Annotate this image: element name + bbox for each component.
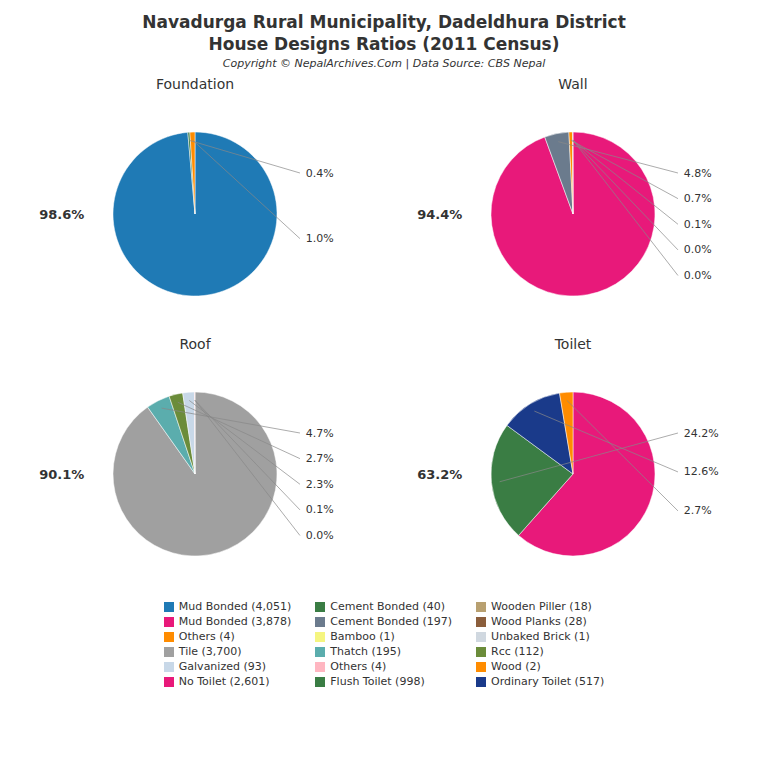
svg-text:1.0%: 1.0% <box>306 232 334 245</box>
svg-text:94.4%: 94.4% <box>417 207 462 222</box>
html-text:Wooden Piller (18): Wooden Piller (18) <box>491 600 592 613</box>
html-text:Cement Bonded (40): Cement Bonded (40) <box>330 600 446 613</box>
html-text:Rcc (112): Rcc (112) <box>491 645 544 658</box>
html-text:Others (4): Others (4) <box>178 630 235 643</box>
html-text:Roof: Roof <box>179 336 211 352</box>
html-text:Wood Planks (28): Wood Planks (28) <box>491 615 587 628</box>
html-text:Thatch (195): Thatch (195) <box>330 645 402 658</box>
html-text:Foundation: Foundation <box>155 76 235 92</box>
html-text:Toilet: Toilet <box>554 336 592 352</box>
svg-text:0.0%: 0.0% <box>306 529 334 542</box>
svg-text:90.1%: 90.1% <box>39 467 84 482</box>
html-text:Tile (3,700): Tile (3,700) <box>178 645 242 658</box>
svg-text:63.2%: 63.2% <box>417 467 462 482</box>
svg-text:2.7%: 2.7% <box>306 452 334 465</box>
html-text:Cement Bonded (197): Cement Bonded (197) <box>330 615 453 628</box>
svg-text:0.7%: 0.7% <box>684 192 712 205</box>
svg-text:24.2%: 24.2% <box>684 427 719 440</box>
svg-text:12.6%: 12.6% <box>684 465 719 478</box>
html-text:No Toilet (2,601): No Toilet (2,601) <box>178 675 270 688</box>
svg-text:0.0%: 0.0% <box>684 243 712 256</box>
html-text:Ordinary Toilet (517): Ordinary Toilet (517) <box>491 675 605 688</box>
html-text:Wall: Wall <box>558 76 588 92</box>
svg-text:0.1%: 0.1% <box>306 503 334 516</box>
svg-text:2.7%: 2.7% <box>684 504 712 517</box>
html-text:Bamboo (1): Bamboo (1) <box>330 630 395 643</box>
html-text:Galvanized (93): Galvanized (93) <box>178 660 266 673</box>
html-text:Navadurga Rural Municipality,: Navadurga Rural Municipality, Dadeldhura… <box>142 12 626 32</box>
svg-text:0.4%: 0.4% <box>306 167 334 180</box>
html-text:House Designs Ratios (2011 Cen: House Designs Ratios (2011 Census) <box>208 34 560 54</box>
svg-text:98.6%: 98.6% <box>39 207 84 222</box>
svg-text:0.1%: 0.1% <box>684 218 712 231</box>
html-text:Flush Toilet (998): Flush Toilet (998) <box>330 675 425 688</box>
html-text:Copyright © NepalArchives.Com: Copyright © NepalArchives.Com | Data Sou… <box>222 57 546 70</box>
html-text:Mud Bonded (4,051): Mud Bonded (4,051) <box>178 600 292 613</box>
html-text:Wood (2): Wood (2) <box>491 660 541 673</box>
svg-text:0.0%: 0.0% <box>684 269 712 282</box>
svg-text:4.7%: 4.7% <box>306 427 334 440</box>
svg-text:4.8%: 4.8% <box>684 167 712 180</box>
html-text:Others (4): Others (4) <box>330 660 387 673</box>
html-text:Unbaked Brick (1): Unbaked Brick (1) <box>491 630 590 643</box>
svg-text:2.3%: 2.3% <box>306 478 334 491</box>
html-text:Mud Bonded (3,878): Mud Bonded (3,878) <box>178 615 292 628</box>
